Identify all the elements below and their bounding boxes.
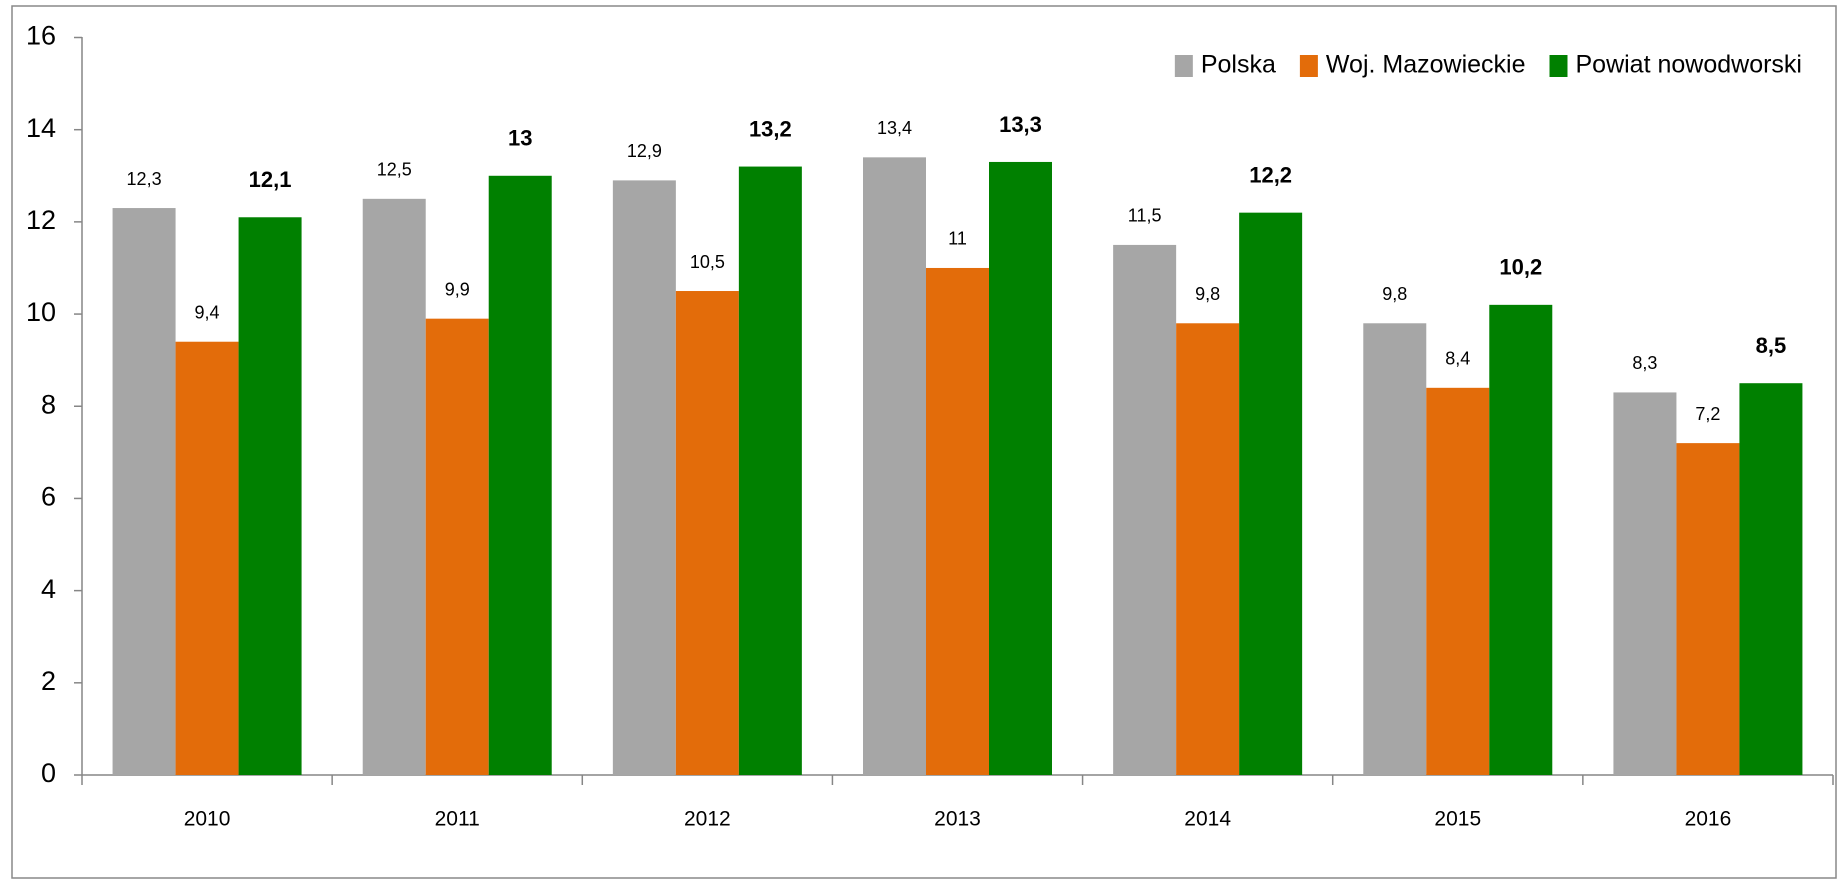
x-tick-label: 2013 [934, 808, 981, 831]
bar [1176, 323, 1240, 775]
bar [488, 175, 552, 775]
bar [1113, 244, 1177, 775]
data-label: 8,4 [1445, 349, 1470, 369]
bar [362, 198, 426, 775]
data-label: 9,9 [445, 279, 470, 299]
bar [675, 291, 739, 775]
bar [238, 217, 302, 775]
bar [1739, 383, 1803, 775]
x-tick-label: 2010 [184, 808, 231, 831]
y-tick-label: 8 [41, 389, 56, 419]
y-tick-label: 2 [41, 666, 56, 696]
legend-label: Polska [1201, 51, 1276, 79]
data-label: 12,1 [249, 167, 292, 192]
y-tick-label: 6 [41, 482, 56, 512]
legend-swatch [1549, 55, 1568, 77]
data-label: 9,4 [195, 302, 220, 322]
legend-swatch [1299, 55, 1318, 77]
data-label: 9,8 [1195, 284, 1220, 304]
x-tick-label: 2012 [684, 808, 731, 831]
legend-label: Woj. Mazowieckie [1326, 51, 1526, 79]
data-label: 9,8 [1382, 284, 1407, 304]
data-label: 12,3 [127, 169, 162, 189]
data-label: 8,5 [1756, 333, 1787, 358]
bar [175, 341, 239, 775]
y-tick-label: 14 [26, 113, 56, 143]
x-tick-label: 2014 [1184, 808, 1231, 831]
data-label: 8,3 [1632, 353, 1657, 373]
bar [1676, 443, 1740, 775]
data-label: 12,5 [377, 160, 412, 180]
data-label: 12,2 [1249, 162, 1292, 187]
y-tick-label: 10 [26, 297, 56, 327]
bar [738, 166, 802, 775]
x-tick-label: 2015 [1434, 808, 1481, 831]
y-tick-label: 16 [26, 21, 56, 51]
bar [1489, 304, 1553, 775]
data-label: 13,2 [749, 116, 792, 141]
x-tick-label: 2016 [1685, 808, 1732, 831]
data-label: 10,5 [690, 252, 725, 272]
x-tick-label: 2011 [435, 808, 480, 831]
bar [112, 208, 176, 775]
bar [612, 180, 676, 775]
data-label: 13 [508, 126, 532, 151]
data-label: 10,2 [1499, 255, 1542, 280]
y-tick-label: 0 [41, 758, 56, 788]
data-label: 13,4 [877, 118, 912, 138]
bar [863, 157, 926, 775]
bar [1613, 392, 1677, 775]
y-tick-label: 4 [41, 574, 56, 604]
data-label: 7,2 [1695, 404, 1720, 424]
bar [1239, 212, 1303, 775]
bar [926, 267, 989, 775]
bar [989, 161, 1052, 775]
legend-swatch [1174, 55, 1193, 77]
bar [1426, 387, 1490, 775]
legend-label: Powiat nowodworski [1576, 51, 1803, 79]
data-label: 11,5 [1128, 206, 1162, 226]
bar [425, 318, 489, 775]
data-label: 11 [948, 229, 967, 249]
bar [1363, 323, 1427, 775]
y-tick-label: 12 [26, 205, 56, 235]
data-label: 12,9 [627, 141, 662, 161]
data-label: 13,3 [999, 112, 1042, 137]
